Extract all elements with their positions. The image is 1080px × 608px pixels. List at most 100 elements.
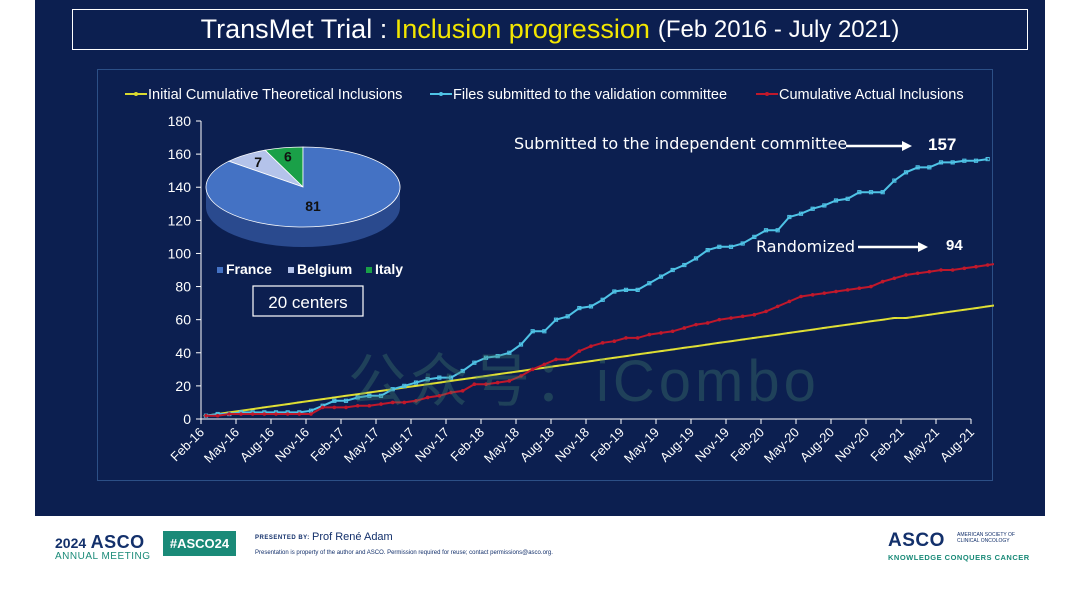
submitted-point [623, 287, 629, 292]
submitted-point [472, 360, 477, 365]
submitted-point [518, 342, 524, 347]
submitted-point [903, 170, 909, 175]
footer: 2024 ASCO ANNUAL MEETING #ASCO24 PRESENT… [0, 516, 1080, 608]
submitted-point [647, 281, 652, 286]
submitted-point [985, 156, 990, 162]
actual-point [624, 336, 628, 340]
legend-marker-actual [765, 92, 769, 96]
submitted-point [682, 262, 687, 268]
submitted-point [670, 267, 675, 273]
actual-point [379, 402, 383, 406]
submitted-point [495, 353, 500, 359]
submitted-point [728, 244, 734, 249]
society-name: AMERICAN SOCIETY OF CLINICAL ONCOLOGY [957, 532, 1015, 544]
actual-point [530, 367, 535, 372]
actual-point [437, 394, 442, 398]
submitted-value-label: 157 [928, 135, 956, 154]
actual-point [810, 293, 815, 297]
title-prefix: TransMet Trial : [200, 14, 395, 44]
asco-society-logo: ASCO AMERICAN SOCIETY OF CLINICAL ONCOLO… [888, 530, 1030, 562]
legend-label-theoretical: Initial Cumulative Theoretical Inclusion… [148, 87, 402, 103]
submitted-point [332, 398, 337, 403]
submitted-point [798, 211, 804, 216]
actual-point [227, 412, 232, 416]
submitted-point [763, 228, 769, 233]
submitted-point [822, 203, 827, 208]
asco-wordmark-right: ASCO [888, 530, 945, 551]
actual-point [565, 357, 570, 362]
hashtag-badge: #ASCO24 [163, 531, 236, 556]
submitted-point [892, 178, 897, 183]
submitted-point [553, 317, 559, 322]
actual-point [460, 389, 465, 393]
actual-point [250, 412, 255, 416]
actual-point [740, 314, 745, 319]
y-tick-label: 0 [183, 411, 191, 427]
pie-legend-swatch-italy [366, 267, 372, 273]
actual-point [355, 403, 360, 408]
disclaimer-text: Presentation is property of the author a… [255, 550, 553, 556]
legend-label-actual: Cumulative Actual Inclusions [779, 87, 964, 103]
actual-point [449, 390, 453, 395]
pie-legend-swatch-belgium [288, 267, 294, 273]
x-tick-label: May-18 [481, 425, 522, 466]
submitted-point [693, 256, 699, 261]
actual-point [204, 413, 208, 418]
submitted-point [775, 228, 780, 233]
x-tick-label: Feb-18 [447, 425, 487, 465]
actual-point [285, 412, 290, 416]
x-tick-label: Feb-21 [867, 425, 907, 465]
actual-point [542, 362, 547, 367]
x-tick-label: Aug-19 [657, 425, 697, 465]
x-tick-label: Aug-20 [797, 425, 837, 465]
x-tick-label: Nov-19 [692, 425, 732, 465]
inclusion-chart: 020406080100120140160180Feb-16May-16Aug-… [125, 87, 994, 466]
actual-point [775, 304, 780, 309]
submitted-point [938, 160, 944, 165]
actual-point [950, 268, 955, 272]
asco-wordmark: ASCO [90, 532, 145, 552]
centers-box [252, 285, 364, 317]
y-tick-label: 180 [168, 113, 192, 129]
y-tick-label: 140 [168, 179, 192, 195]
y-tick-label: 60 [175, 312, 191, 328]
pie-value-belgium: 7 [254, 154, 262, 170]
actual-point [670, 329, 675, 334]
submitted-point [507, 350, 512, 355]
presented-by-label: PRESENTED BY: [255, 535, 310, 541]
randomized-value-label: 94 [946, 237, 963, 254]
actual-point [904, 273, 908, 277]
annual-meeting-label: ANNUAL MEETING [55, 551, 151, 562]
x-tick-label: Aug-18 [517, 425, 557, 465]
actual-point [682, 326, 687, 330]
actual-point [869, 284, 873, 289]
submitted-point [787, 214, 792, 220]
actual-point [332, 405, 337, 410]
actual-point [507, 379, 512, 383]
actual-point [239, 412, 243, 416]
submitted-point [437, 375, 442, 380]
slide-title: TransMet Trial : Inclusion progression (… [72, 9, 1028, 50]
actual-point [985, 263, 990, 267]
submitted-point [390, 387, 395, 392]
chart-frame: 0 20 40 60 80 100 120 140 160 180 Feb-16 May-16 Aug-… [97, 69, 994, 481]
pie-side-shade [206, 187, 400, 247]
actual-point [274, 412, 278, 416]
x-tick-label: Nov-18 [552, 425, 592, 465]
actual-point [752, 312, 757, 317]
pie-value-france: 81 [305, 198, 321, 214]
actual-point [390, 400, 395, 405]
actual-point [402, 400, 407, 405]
pie-slice-france [205, 146, 401, 228]
pie-legend-swatch-france [217, 267, 223, 273]
actual-point [600, 341, 605, 345]
actual-point [857, 286, 862, 291]
pie-legend-label-belgium: Belgium [297, 261, 352, 277]
pie-legend-label-france: France [226, 261, 272, 277]
actual-point [880, 279, 885, 284]
y-tick-label: 120 [168, 212, 192, 228]
y-tick-label: 40 [175, 345, 191, 361]
presenter-name: Prof René Adam [312, 531, 393, 543]
x-tick-label: Aug-17 [377, 425, 417, 465]
submitted-point [833, 198, 839, 203]
